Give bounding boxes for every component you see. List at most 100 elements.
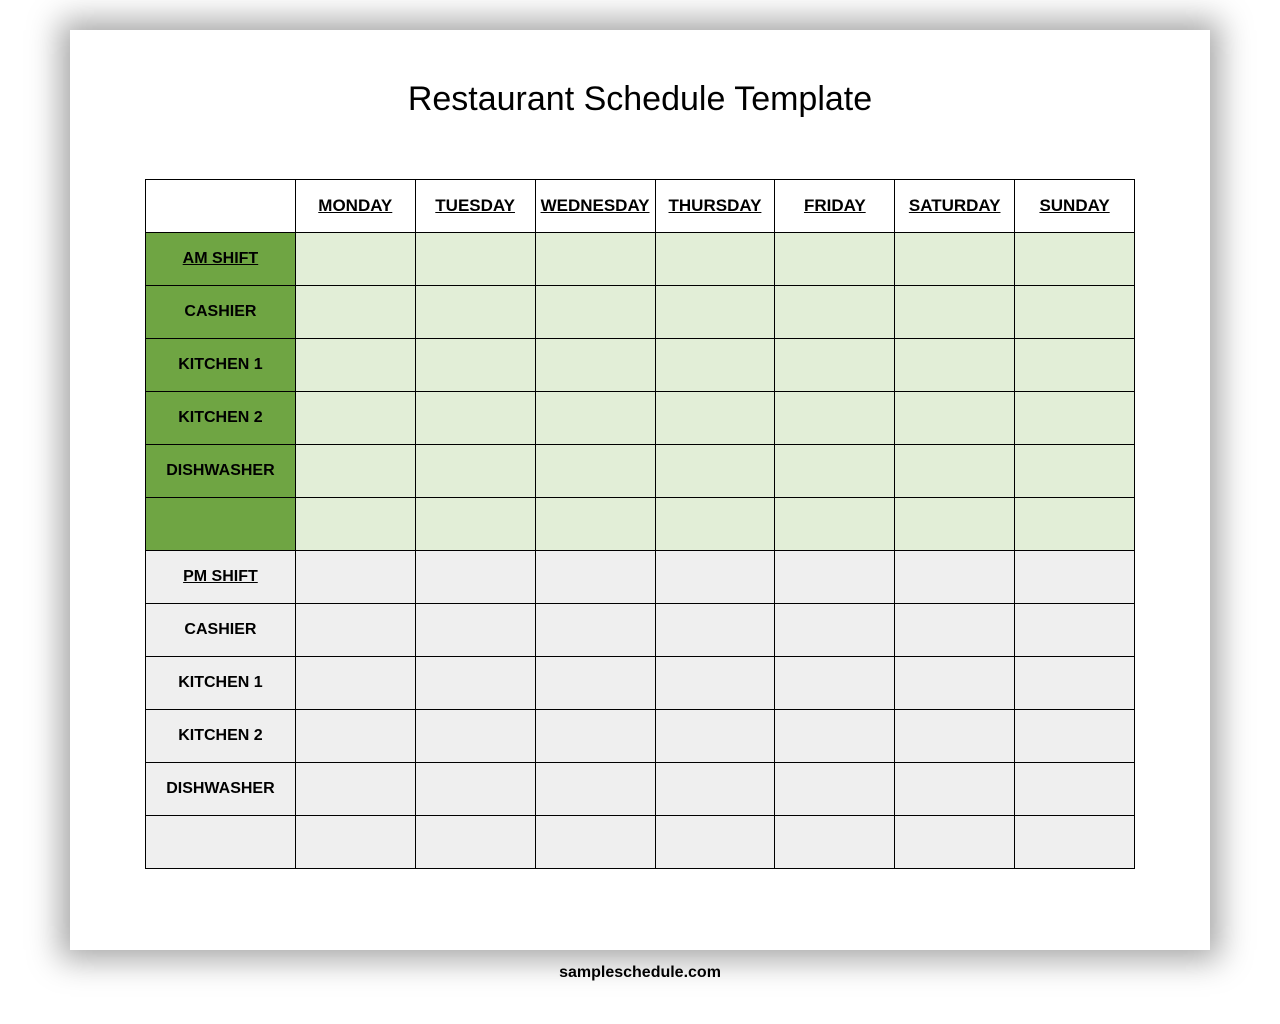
schedule-cell[interactable] [415, 286, 535, 339]
schedule-cell[interactable] [295, 286, 415, 339]
schedule-cell[interactable] [775, 286, 895, 339]
schedule-cell[interactable] [1015, 816, 1135, 869]
schedule-cell[interactable] [775, 816, 895, 869]
schedule-cell[interactable] [415, 233, 535, 286]
schedule-cell[interactable] [775, 763, 895, 816]
schedule-cell[interactable] [295, 551, 415, 604]
schedule-cell[interactable] [295, 233, 415, 286]
schedule-cell[interactable] [535, 498, 655, 551]
schedule-cell[interactable] [775, 710, 895, 763]
schedule-cell[interactable] [295, 710, 415, 763]
row-label-pm-blank [146, 816, 296, 869]
schedule-cell[interactable] [895, 392, 1015, 445]
table-row: AM SHIFT [146, 233, 1135, 286]
schedule-cell[interactable] [895, 445, 1015, 498]
table-row: KITCHEN 2 [146, 710, 1135, 763]
schedule-cell[interactable] [535, 710, 655, 763]
schedule-cell[interactable] [655, 233, 775, 286]
schedule-cell[interactable] [535, 445, 655, 498]
schedule-cell[interactable] [535, 392, 655, 445]
schedule-cell[interactable] [535, 657, 655, 710]
schedule-cell[interactable] [655, 763, 775, 816]
schedule-cell[interactable] [775, 551, 895, 604]
page-title: Restaurant Schedule Template [70, 80, 1210, 119]
schedule-cell[interactable] [295, 657, 415, 710]
row-label-am-cashier: CASHIER [146, 286, 296, 339]
row-label-am-blank [146, 498, 296, 551]
schedule-cell[interactable] [535, 763, 655, 816]
schedule-cell[interactable] [415, 763, 535, 816]
schedule-cell[interactable] [655, 816, 775, 869]
schedule-cell[interactable] [1015, 445, 1135, 498]
document-page: Restaurant Schedule Template MONDAY TUES… [70, 30, 1210, 950]
schedule-cell[interactable] [535, 339, 655, 392]
schedule-table: MONDAY TUESDAY WEDNESDAY THURSDAY FRIDAY… [145, 179, 1135, 869]
schedule-cell[interactable] [895, 339, 1015, 392]
schedule-cell[interactable] [775, 233, 895, 286]
schedule-cell[interactable] [295, 445, 415, 498]
schedule-cell[interactable] [655, 498, 775, 551]
schedule-cell[interactable] [655, 445, 775, 498]
schedule-cell[interactable] [535, 286, 655, 339]
schedule-cell[interactable] [415, 551, 535, 604]
schedule-cell[interactable] [295, 816, 415, 869]
column-header-wednesday: WEDNESDAY [535, 180, 655, 233]
schedule-cell[interactable] [655, 657, 775, 710]
schedule-cell[interactable] [895, 604, 1015, 657]
table-header-row: MONDAY TUESDAY WEDNESDAY THURSDAY FRIDAY… [146, 180, 1135, 233]
schedule-cell[interactable] [535, 604, 655, 657]
schedule-cell[interactable] [895, 710, 1015, 763]
schedule-cell[interactable] [895, 657, 1015, 710]
schedule-cell[interactable] [415, 710, 535, 763]
schedule-cell[interactable] [775, 657, 895, 710]
schedule-cell[interactable] [895, 498, 1015, 551]
schedule-cell[interactable] [655, 392, 775, 445]
schedule-cell[interactable] [295, 392, 415, 445]
schedule-cell[interactable] [895, 551, 1015, 604]
schedule-cell[interactable] [655, 604, 775, 657]
schedule-cell[interactable] [1015, 392, 1135, 445]
schedule-cell[interactable] [1015, 233, 1135, 286]
schedule-cell[interactable] [1015, 498, 1135, 551]
schedule-cell[interactable] [655, 286, 775, 339]
schedule-cell[interactable] [295, 604, 415, 657]
row-label-pm-kitchen1: KITCHEN 1 [146, 657, 296, 710]
schedule-cell[interactable] [775, 392, 895, 445]
schedule-cell[interactable] [415, 339, 535, 392]
row-label-pm-kitchen2: KITCHEN 2 [146, 710, 296, 763]
schedule-cell[interactable] [415, 392, 535, 445]
schedule-cell[interactable] [1015, 604, 1135, 657]
schedule-cell[interactable] [1015, 286, 1135, 339]
schedule-cell[interactable] [895, 286, 1015, 339]
schedule-cell[interactable] [775, 339, 895, 392]
schedule-cell[interactable] [415, 604, 535, 657]
schedule-cell[interactable] [535, 551, 655, 604]
schedule-cell[interactable] [655, 551, 775, 604]
schedule-cell[interactable] [775, 604, 895, 657]
schedule-cell[interactable] [1015, 339, 1135, 392]
schedule-cell[interactable] [895, 233, 1015, 286]
schedule-cell[interactable] [295, 339, 415, 392]
schedule-cell[interactable] [415, 445, 535, 498]
schedule-cell[interactable] [1015, 710, 1135, 763]
schedule-cell[interactable] [535, 233, 655, 286]
schedule-cell[interactable] [655, 339, 775, 392]
schedule-cell[interactable] [1015, 763, 1135, 816]
row-label-pm-cashier: CASHIER [146, 604, 296, 657]
row-label-am-dishwasher: DISHWASHER [146, 445, 296, 498]
schedule-cell[interactable] [775, 445, 895, 498]
schedule-cell[interactable] [1015, 551, 1135, 604]
schedule-cell[interactable] [295, 763, 415, 816]
schedule-cell[interactable] [415, 498, 535, 551]
schedule-cell[interactable] [775, 498, 895, 551]
schedule-cell[interactable] [655, 710, 775, 763]
table-row: KITCHEN 1 [146, 339, 1135, 392]
table-corner-cell [146, 180, 296, 233]
schedule-cell[interactable] [1015, 657, 1135, 710]
schedule-cell[interactable] [895, 763, 1015, 816]
schedule-cell[interactable] [415, 657, 535, 710]
schedule-cell[interactable] [535, 816, 655, 869]
schedule-cell[interactable] [895, 816, 1015, 869]
schedule-cell[interactable] [295, 498, 415, 551]
schedule-cell[interactable] [415, 816, 535, 869]
